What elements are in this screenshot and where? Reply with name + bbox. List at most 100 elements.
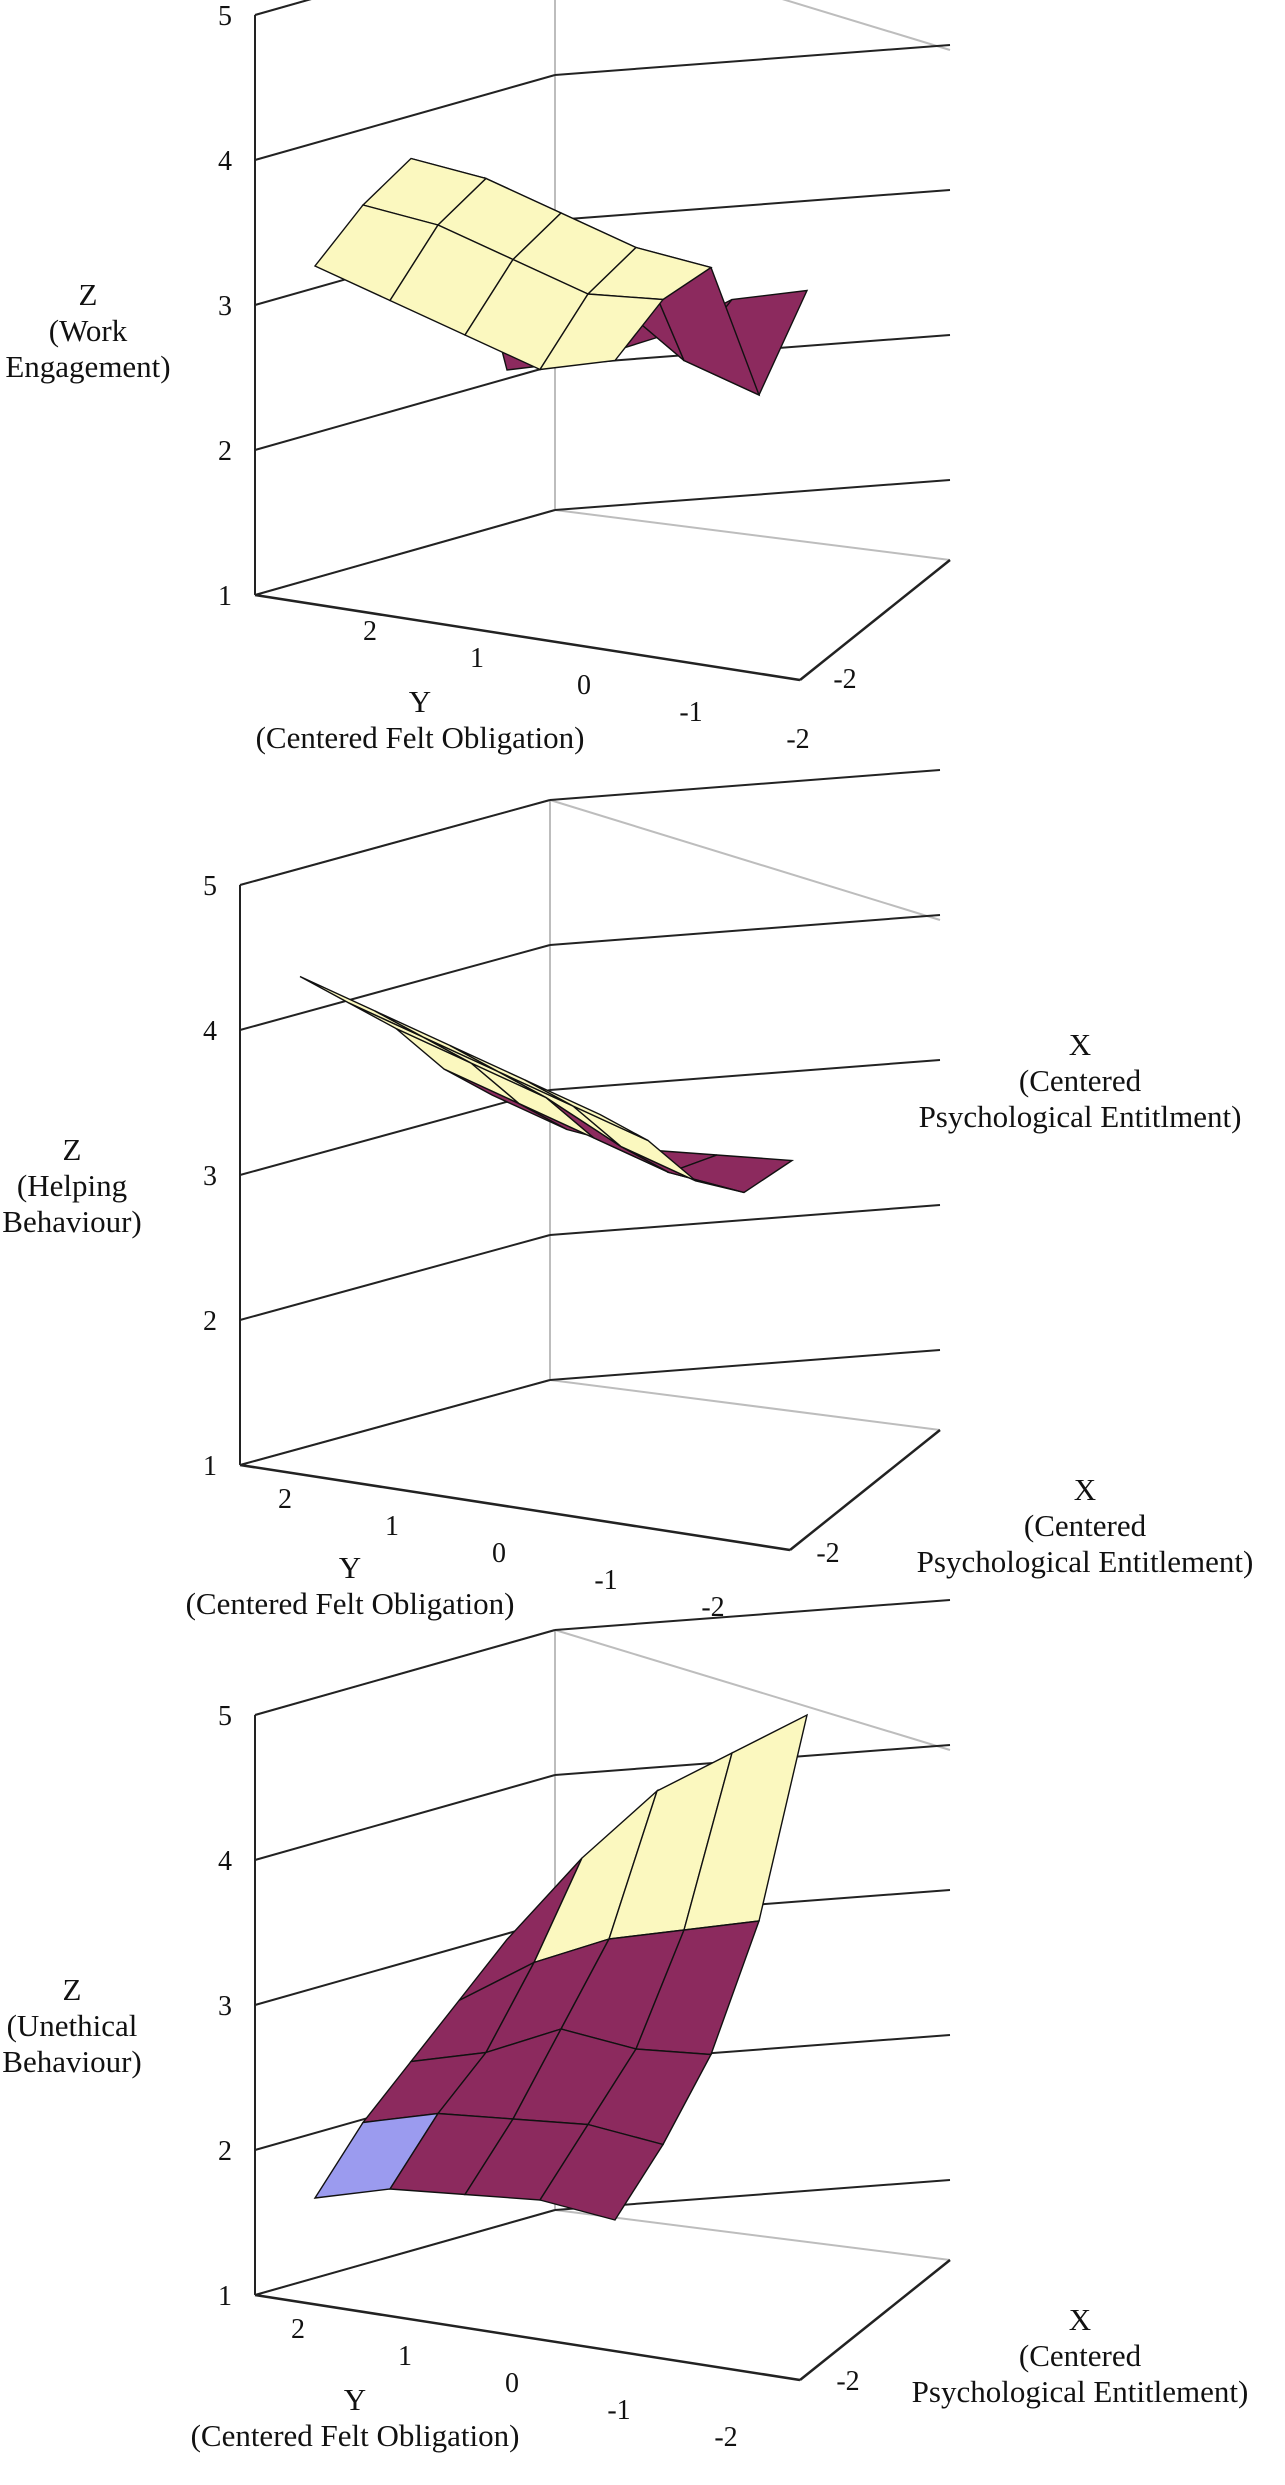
y-tick-label: 2 (291, 2314, 305, 2345)
z-gridline-4 (254, 1774, 556, 1861)
z-gridline-3 (254, 1919, 556, 2006)
z-gridline-right-3 (549, 1059, 941, 1091)
z-tick-label: 3 (203, 1161, 217, 1192)
y-tick-label: 1 (385, 1511, 399, 1542)
y-tick-label: 1 (398, 2341, 412, 2372)
z-tick-label: 5 (218, 1, 232, 32)
y-axis-line (239, 1463, 791, 1552)
z-gridline-right-2 (549, 1204, 941, 1236)
x-axis-label: X (1069, 1027, 1091, 1062)
z-gridline-right-4 (554, 44, 951, 76)
x-axis-label: (Centered (1024, 1508, 1147, 1543)
chart-panel-2: 12345210-1-2-2Z(HelpingBehaviour)X(Cente… (2, 769, 1254, 1623)
floor-right-back-edge (549, 1379, 941, 1431)
z-gridline-5 (254, 0, 312, 16)
z-tick-label: 3 (218, 291, 232, 322)
y-axis-label: (Centered Felt Obligation) (186, 1586, 515, 1621)
y-axis-label: (Centered Felt Obligation) (256, 720, 585, 755)
z-axis-label: (Helping (17, 1168, 127, 1203)
z-tick-label: 5 (218, 1701, 232, 1732)
z-gridline-right-1 (549, 1349, 941, 1381)
floor-right-back-edge (554, 509, 951, 561)
x-axis-label: Psychological Entitlment) (919, 1099, 1242, 1134)
y-axis-label: Y (409, 684, 431, 719)
y-tick-label: 2 (278, 1484, 292, 1515)
y-tick-label: 1 (470, 643, 484, 674)
y-axis-label: (Centered Felt Obligation) (191, 2418, 520, 2453)
x-axis-label: X (1074, 1472, 1096, 1507)
y-tick-label: -1 (607, 2395, 630, 2426)
wall-top-edge-right (781, 0, 951, 51)
y-tick-label: -2 (701, 1592, 724, 1623)
y-tick-label: -2 (786, 724, 809, 755)
z-gridline-1 (239, 1379, 551, 1466)
y-tick-label: 0 (577, 670, 591, 701)
z-gridline-right-3 (554, 189, 951, 221)
y-tick-label: 0 (492, 1538, 506, 1569)
y-tick-label: -1 (594, 1565, 617, 1596)
z-axis-label: Z (79, 277, 98, 312)
x-axis-label: X (1069, 2302, 1091, 2337)
x-axis-line (799, 2259, 951, 2381)
z-tick-label: 3 (218, 1991, 232, 2022)
wall-top-edge-right (554, 1629, 951, 1751)
z-tick-label: 1 (218, 2281, 232, 2312)
floor-right-back-edge (554, 2209, 951, 2261)
y-tick-label: -2 (714, 2422, 737, 2453)
z-tick-label: 4 (218, 146, 232, 177)
y-axis-label: Y (339, 1550, 361, 1585)
x-tick-label: -2 (836, 2366, 859, 2397)
z-tick-label: 4 (218, 1846, 232, 1877)
z-gridline-2 (239, 1234, 551, 1321)
z-gridline-5 (254, 1629, 556, 1716)
x-axis-label: (Centered (1019, 2338, 1142, 2373)
z-axis-label: Behaviour) (2, 1204, 141, 1239)
z-axis-label: (Unethical (7, 2008, 138, 2043)
z-gridline-right-5 (549, 769, 941, 801)
surface-cell (470, 1062, 595, 1139)
z-axis-label: Behaviour) (2, 2044, 141, 2079)
surface-cell (395, 1027, 520, 1105)
y-tick-label: 2 (363, 616, 377, 647)
y-axis-line (254, 593, 801, 682)
z-axis-label: Z (63, 1972, 82, 2007)
y-tick-label: -1 (679, 697, 702, 728)
surface-cell (538, 2123, 665, 2221)
z-gridline-5 (239, 799, 551, 886)
y-axis-line (254, 2293, 801, 2382)
z-gridline-1 (254, 2209, 556, 2296)
y-tick-label: 0 (505, 2368, 519, 2399)
chart-panel-3: 12345210-1-2-2Z(UnethicalBehaviour)X(Cen… (2, 1599, 1249, 2453)
z-gridline-4 (239, 944, 551, 1031)
z-tick-label: 2 (203, 1306, 217, 1337)
z-axis-label: Z (63, 1132, 82, 1167)
y-axis-label: Y (344, 2382, 366, 2417)
z-tick-label: 1 (218, 581, 232, 612)
z-gridline-right-1 (554, 479, 951, 511)
z-axis-label: Engagement) (5, 349, 170, 384)
z-tick-label: 1 (203, 1451, 217, 1482)
z-tick-label: 5 (203, 871, 217, 902)
z-gridline-right-5 (554, 1599, 951, 1631)
z-tick-label: 2 (218, 2136, 232, 2167)
x-axis-line (789, 1429, 941, 1551)
z-gridline-4 (254, 74, 556, 161)
z-axis-label: (Work (49, 313, 128, 348)
x-axis-label: Psychological Entitlement) (912, 2374, 1249, 2409)
z-tick-label: 4 (203, 1016, 217, 1047)
z-gridline-1 (254, 509, 556, 596)
x-tick-label: -2 (833, 664, 856, 695)
wall-top-edge-right (549, 799, 941, 921)
x-tick-label: -2 (816, 1538, 839, 1569)
surface-cell (572, 1105, 697, 1182)
surface-cell (524, 1079, 649, 1142)
surface-cell (538, 293, 665, 371)
z-tick-label: 2 (218, 436, 232, 467)
z-gridline-3 (239, 1089, 551, 1176)
z-gridline-2 (254, 364, 556, 451)
x-axis-label: Psychological Entitlement) (917, 1544, 1254, 1579)
x-axis-line (799, 559, 951, 681)
